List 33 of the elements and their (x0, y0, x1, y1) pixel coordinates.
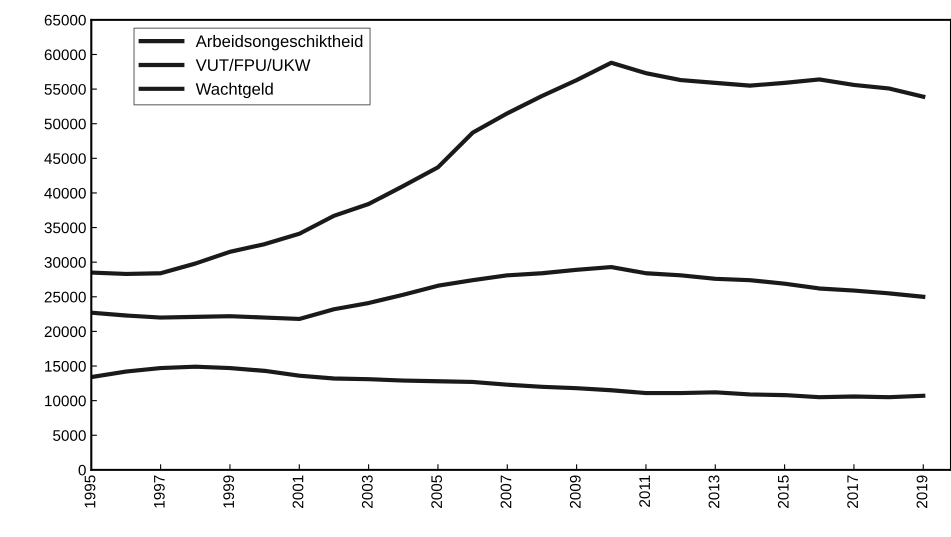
y-tick-label: 15000 (45, 360, 86, 372)
line-series (91, 264, 926, 322)
x-tick-label: 2005 (431, 475, 442, 508)
legend-label: Arbeidsongeschiktheid (196, 34, 362, 50)
y-tick-label: 40000 (44, 188, 86, 199)
x-tick-label: 1997 (154, 476, 165, 508)
y-tick-label: 0 (78, 464, 86, 476)
x-tick-label: 2007 (500, 476, 512, 508)
y-tick-label: 60000 (44, 49, 86, 60)
y-tick-label: 5000 (53, 430, 86, 441)
x-tick-label: 2003 (362, 475, 373, 508)
x-tick-label: 1995 (84, 475, 96, 508)
x-tick-label: 2013 (708, 475, 720, 508)
y-tick-label: 25000 (44, 292, 86, 302)
x-tick-label: 2001 (292, 475, 304, 508)
y-tick-label: 65000 (44, 14, 86, 26)
x-tick-label: 2011 (639, 475, 650, 507)
x-tick-label: 2015 (778, 475, 789, 508)
y-tick-label: 35000 (44, 222, 86, 234)
legend-label: VUT/FPU/UKW (196, 58, 310, 71)
y-tick-label: 55000 (44, 84, 86, 95)
y-tick-label: 30000 (44, 257, 86, 268)
legend-label: Wachtgeld (196, 82, 273, 98)
line-series (91, 60, 926, 276)
y-tick-label: 50000 (44, 118, 86, 130)
y-tick-label: 45000 (44, 153, 86, 164)
line-series (91, 364, 926, 400)
y-tick-label: 10000 (45, 396, 86, 406)
x-tick-label: 2019 (916, 475, 928, 508)
y-tick-label: 20000 (44, 326, 86, 338)
x-tick-label: 1999 (223, 475, 234, 508)
x-tick-label: 2017 (847, 476, 858, 508)
x-tick-label: 2009 (570, 475, 581, 508)
